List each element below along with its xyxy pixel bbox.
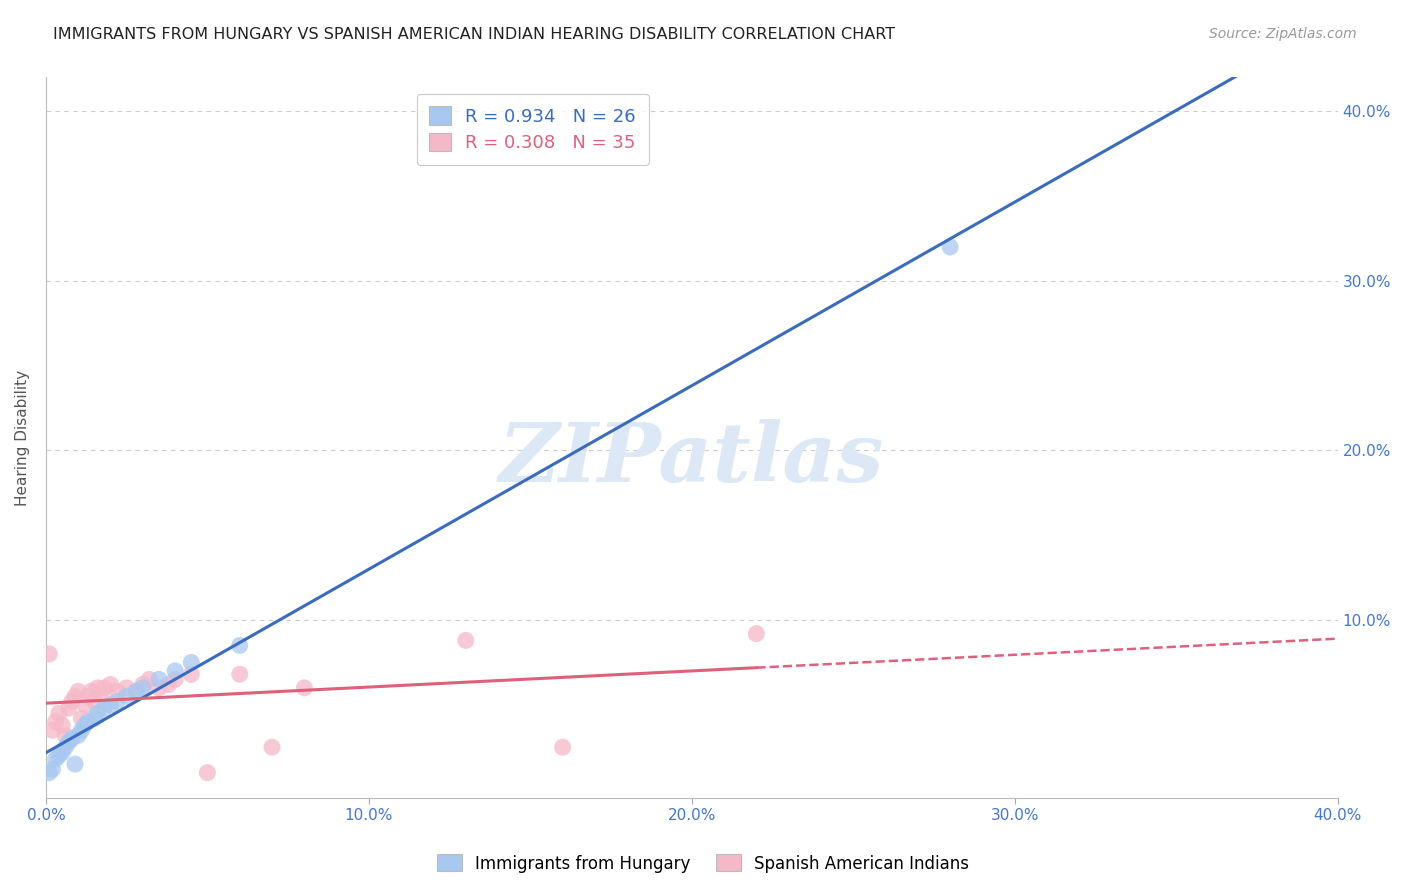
Point bbox=[38, 647, 60, 661]
Point bbox=[260, 740, 283, 755]
Point bbox=[197, 765, 219, 780]
Point bbox=[70, 711, 93, 725]
Point bbox=[58, 735, 80, 749]
Point bbox=[228, 667, 250, 681]
Point bbox=[105, 684, 128, 698]
Point bbox=[138, 673, 160, 687]
Point bbox=[53, 740, 76, 755]
Point bbox=[41, 723, 63, 738]
Legend: Immigrants from Hungary, Spanish American Indians: Immigrants from Hungary, Spanish America… bbox=[430, 847, 976, 880]
Text: IMMIGRANTS FROM HUNGARY VS SPANISH AMERICAN INDIAN HEARING DISABILITY CORRELATIO: IMMIGRANTS FROM HUNGARY VS SPANISH AMERI… bbox=[53, 27, 896, 42]
Point bbox=[132, 681, 155, 695]
Point bbox=[148, 681, 170, 695]
Point bbox=[63, 690, 86, 704]
Text: Source: ZipAtlas.com: Source: ZipAtlas.com bbox=[1209, 27, 1357, 41]
Point bbox=[115, 690, 138, 704]
Point bbox=[38, 765, 60, 780]
Point bbox=[939, 240, 962, 254]
Point bbox=[60, 694, 83, 708]
Point bbox=[41, 762, 63, 776]
Point bbox=[73, 718, 96, 732]
Y-axis label: Hearing Disability: Hearing Disability bbox=[15, 369, 30, 506]
Point bbox=[93, 681, 115, 695]
Point bbox=[115, 681, 138, 695]
Point bbox=[86, 681, 108, 695]
Point bbox=[125, 684, 148, 698]
Point bbox=[157, 677, 180, 691]
Point bbox=[83, 711, 105, 725]
Point bbox=[90, 690, 112, 704]
Point bbox=[180, 656, 202, 670]
Point bbox=[73, 698, 96, 712]
Point bbox=[45, 714, 67, 729]
Point bbox=[100, 677, 122, 691]
Point bbox=[292, 681, 315, 695]
Text: ZIPatlas: ZIPatlas bbox=[499, 419, 884, 500]
Point bbox=[180, 667, 202, 681]
Point bbox=[48, 748, 70, 763]
Point bbox=[125, 684, 148, 698]
Point bbox=[80, 684, 103, 698]
Point bbox=[63, 757, 86, 772]
Legend: R = 0.934   N = 26, R = 0.308   N = 35: R = 0.934 N = 26, R = 0.308 N = 35 bbox=[416, 94, 648, 165]
Point bbox=[551, 740, 574, 755]
Point bbox=[148, 673, 170, 687]
Point bbox=[77, 714, 100, 729]
Point bbox=[60, 731, 83, 746]
Point bbox=[132, 677, 155, 691]
Point bbox=[77, 690, 100, 704]
Point bbox=[100, 698, 122, 712]
Point bbox=[48, 706, 70, 721]
Point bbox=[51, 718, 73, 732]
Point bbox=[745, 626, 768, 640]
Point bbox=[454, 633, 477, 648]
Point bbox=[165, 664, 187, 678]
Point bbox=[93, 701, 115, 715]
Point bbox=[165, 673, 187, 687]
Point bbox=[105, 694, 128, 708]
Point bbox=[86, 706, 108, 721]
Point bbox=[70, 723, 93, 738]
Point bbox=[45, 752, 67, 766]
Point bbox=[53, 728, 76, 742]
Point bbox=[228, 639, 250, 653]
Point bbox=[51, 745, 73, 759]
Point bbox=[83, 694, 105, 708]
Point bbox=[67, 684, 90, 698]
Point bbox=[58, 701, 80, 715]
Point bbox=[67, 728, 90, 742]
